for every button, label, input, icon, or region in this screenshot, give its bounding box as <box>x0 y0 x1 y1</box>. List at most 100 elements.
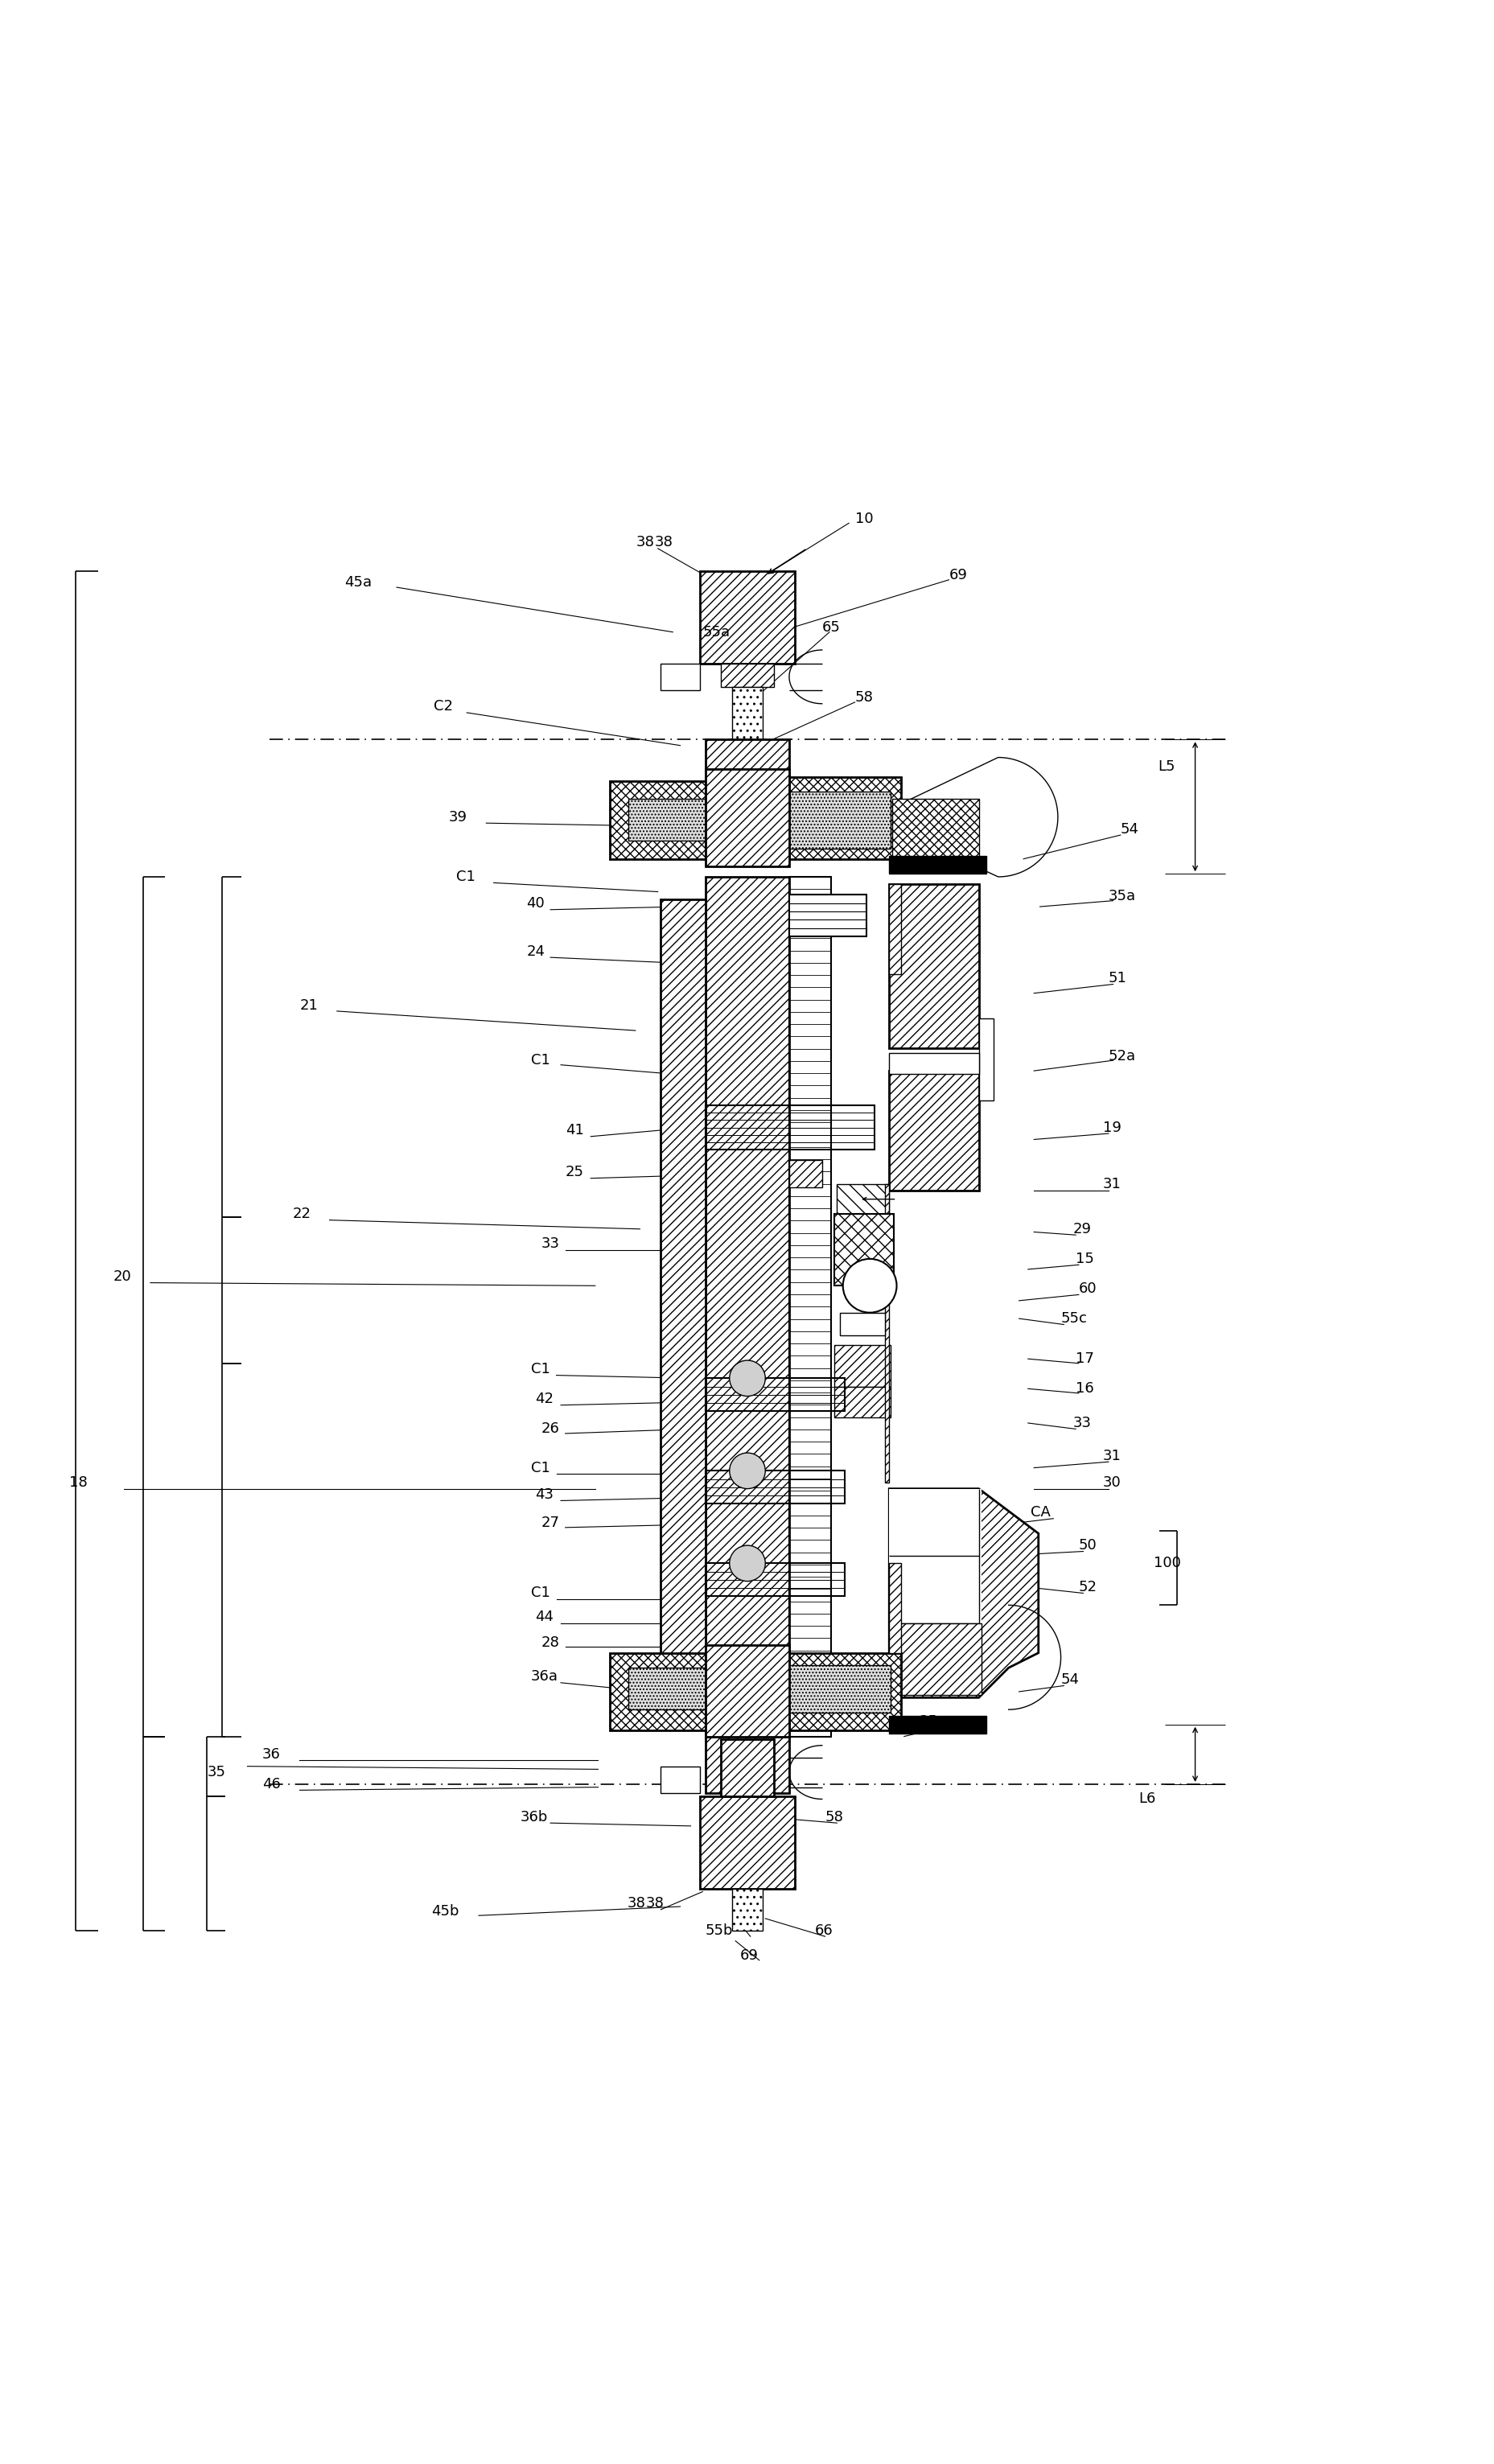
Text: 46: 46 <box>261 1777 281 1791</box>
Bar <box>884 1185 889 1483</box>
Text: 65: 65 <box>822 621 840 636</box>
Text: 35a: 35a <box>919 1715 946 1730</box>
Text: 43: 43 <box>535 1488 554 1503</box>
Bar <box>834 1345 890 1387</box>
Bar <box>627 1668 705 1710</box>
Text: 29: 29 <box>1073 1222 1091 1237</box>
Text: 35a: 35a <box>1109 890 1135 904</box>
Text: 42: 42 <box>535 1392 554 1407</box>
Text: 31: 31 <box>1103 1449 1120 1464</box>
Bar <box>979 1018 994 1101</box>
Text: 38: 38 <box>627 1897 645 1910</box>
Bar <box>834 1387 890 1417</box>
Circle shape <box>729 1454 765 1488</box>
Text: 55a: 55a <box>702 626 729 638</box>
Bar <box>789 776 901 860</box>
Bar <box>889 1624 982 1695</box>
Bar <box>705 769 789 867</box>
Bar <box>705 1106 874 1151</box>
Text: 33: 33 <box>1073 1417 1091 1429</box>
Text: 45b: 45b <box>430 1905 459 1919</box>
Text: 31: 31 <box>1103 1178 1120 1193</box>
Text: 60: 60 <box>1079 1281 1097 1296</box>
Text: L5: L5 <box>1158 759 1174 774</box>
Bar <box>627 798 705 840</box>
Text: 25: 25 <box>565 1165 584 1180</box>
Bar <box>699 1796 795 1890</box>
Bar <box>789 1653 901 1730</box>
Bar <box>889 1072 979 1190</box>
Text: 18: 18 <box>69 1476 88 1491</box>
Text: 24: 24 <box>526 944 545 958</box>
Bar <box>610 1653 705 1730</box>
Bar <box>789 894 867 936</box>
Text: 44: 44 <box>535 1609 554 1624</box>
Text: 33: 33 <box>541 1237 560 1252</box>
Polygon shape <box>889 1488 1038 1698</box>
Bar <box>705 1471 844 1503</box>
Text: 20: 20 <box>114 1269 131 1284</box>
Bar <box>699 572 795 663</box>
Text: 19: 19 <box>1103 1121 1120 1136</box>
Text: 54: 54 <box>1061 1673 1079 1688</box>
Text: L6: L6 <box>1138 1791 1155 1806</box>
Text: 22: 22 <box>291 1207 311 1222</box>
Bar <box>889 1488 982 1695</box>
Text: C2: C2 <box>433 700 453 715</box>
Circle shape <box>729 1360 765 1397</box>
Text: 45a: 45a <box>344 577 372 589</box>
Text: 21: 21 <box>299 998 318 1013</box>
Text: CA: CA <box>1031 1506 1050 1520</box>
Bar <box>789 1161 822 1188</box>
Bar <box>705 1737 789 1794</box>
Bar <box>840 1313 884 1335</box>
Text: 51: 51 <box>1109 971 1126 986</box>
Text: 55b: 55b <box>705 1924 734 1937</box>
Text: 26: 26 <box>541 1422 560 1437</box>
Text: 55c: 55c <box>1061 1311 1086 1326</box>
Text: 50: 50 <box>1079 1538 1097 1552</box>
Bar <box>834 1215 893 1286</box>
Text: 41: 41 <box>565 1124 583 1138</box>
Text: 52: 52 <box>1079 1579 1097 1594</box>
Bar <box>660 899 705 1722</box>
Text: 30: 30 <box>1103 1476 1120 1491</box>
Bar <box>705 877 789 1737</box>
Text: 38: 38 <box>645 1897 663 1910</box>
Text: 28: 28 <box>541 1636 560 1651</box>
Text: 15: 15 <box>1076 1252 1094 1266</box>
Text: 40: 40 <box>526 897 544 912</box>
Bar <box>889 885 901 973</box>
Bar <box>889 885 979 1050</box>
Bar <box>889 1562 901 1653</box>
Text: C1: C1 <box>456 870 475 885</box>
Bar <box>789 877 831 1737</box>
Text: 66: 66 <box>814 1924 832 1937</box>
Bar <box>889 855 986 875</box>
Bar <box>889 1715 986 1735</box>
Circle shape <box>843 1259 896 1313</box>
Text: 52a: 52a <box>1109 1050 1135 1062</box>
Text: 35: 35 <box>208 1764 226 1779</box>
Polygon shape <box>892 798 979 867</box>
Text: 17: 17 <box>1076 1353 1094 1365</box>
Text: 58: 58 <box>825 1809 843 1823</box>
Text: 27: 27 <box>541 1515 560 1530</box>
Circle shape <box>729 1545 765 1582</box>
Text: 69: 69 <box>740 1949 757 1964</box>
Bar <box>705 1377 844 1412</box>
Bar <box>720 663 774 687</box>
Text: 38: 38 <box>654 535 672 549</box>
Bar <box>610 781 705 860</box>
Bar <box>705 1562 844 1597</box>
Text: 58: 58 <box>855 690 872 705</box>
Text: C1: C1 <box>530 1363 550 1377</box>
Bar <box>732 1890 762 1929</box>
Bar <box>660 1767 699 1794</box>
Bar <box>732 687 762 739</box>
Text: 36a: 36a <box>530 1671 559 1683</box>
Bar <box>789 791 890 848</box>
Bar <box>720 1740 774 1796</box>
Text: 10: 10 <box>855 513 872 525</box>
Bar <box>660 663 699 690</box>
